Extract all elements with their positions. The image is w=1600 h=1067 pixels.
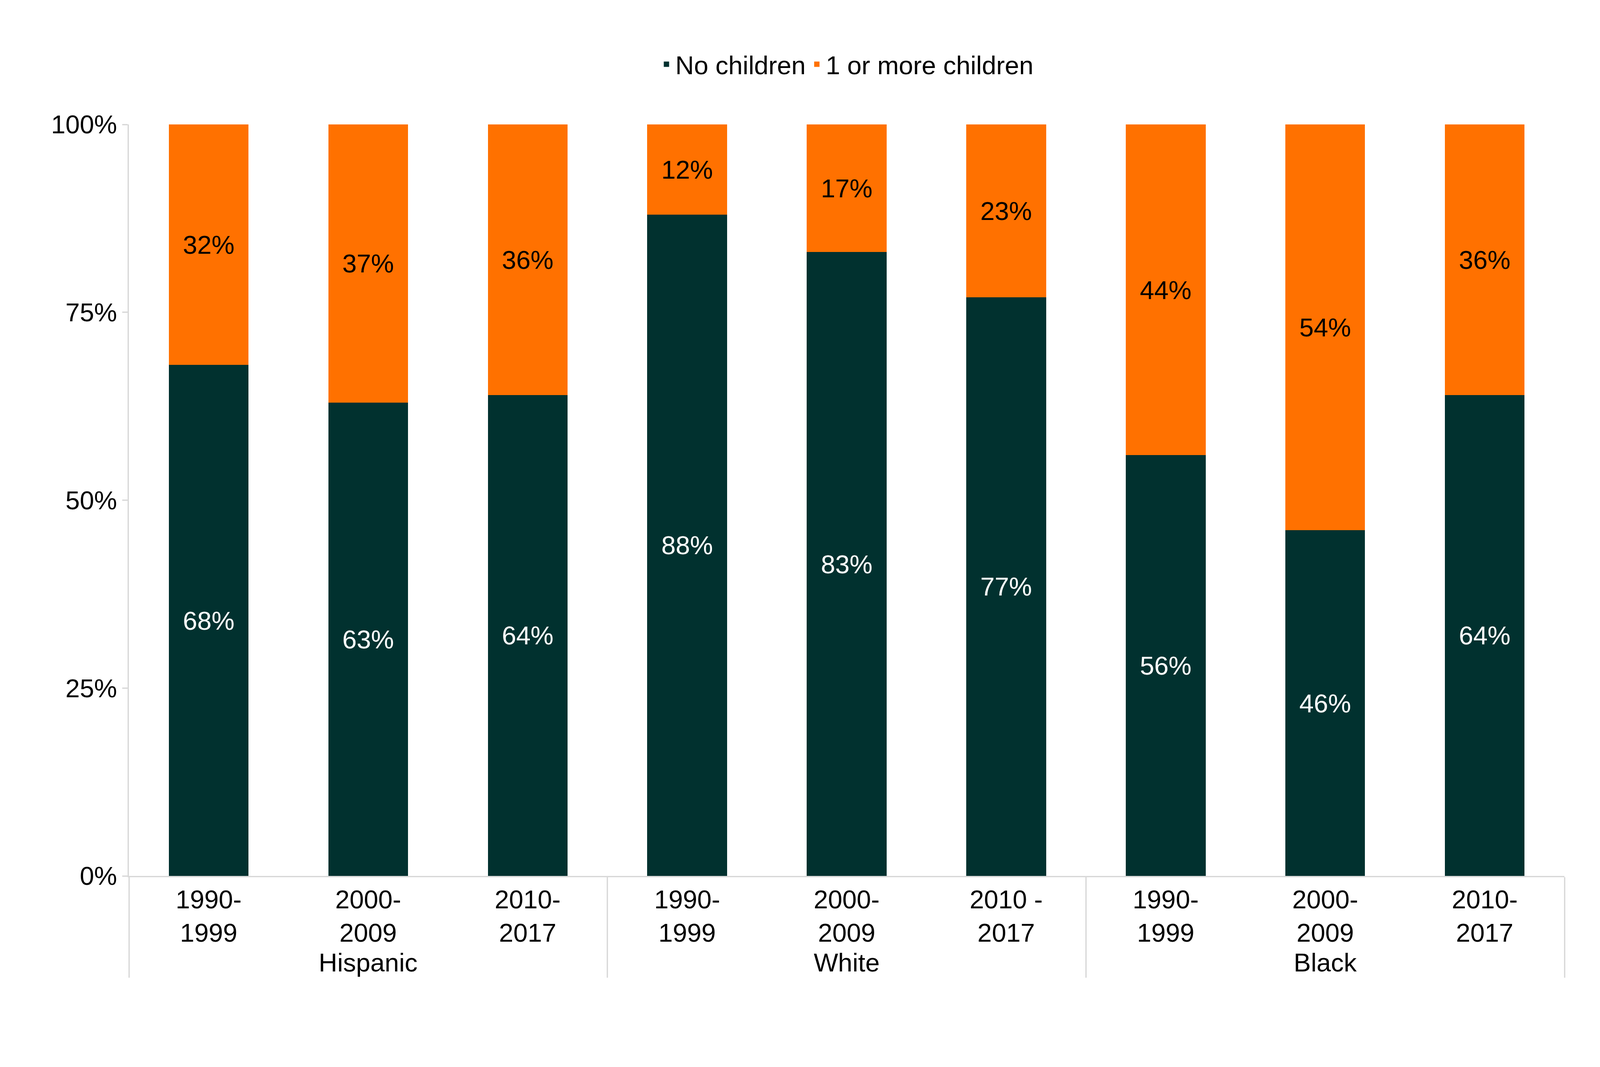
svg-text:63%: 63% [342,624,394,654]
svg-text:17%: 17% [820,173,873,203]
svg-text:1 or more children: 1 or more children [825,50,1034,80]
svg-text:2010 -2017: 2010 -2017 [969,884,1043,948]
svg-text:2000-2009: 2000-2009 [335,884,401,948]
svg-text:2000-2009: 2000-2009 [1292,884,1358,948]
svg-text:77%: 77% [980,572,1032,601]
svg-text:75%: 75% [65,297,117,327]
svg-text:2010-2017: 2010-2017 [494,884,561,948]
svg-text:56%: 56% [1140,651,1192,680]
svg-text:68%: 68% [182,606,235,636]
svg-text:32%: 32% [182,230,235,260]
svg-text:23%: 23% [980,196,1032,226]
svg-text:64%: 64% [501,620,554,650]
svg-text:No children: No children [675,50,806,80]
svg-text:1990-1999: 1990-1999 [175,884,242,948]
svg-text:Black: Black [1293,948,1358,977]
svg-text:12%: 12% [661,155,713,184]
svg-text:83%: 83% [820,549,873,579]
svg-text:44%: 44% [1140,275,1192,305]
svg-text:25%: 25% [65,673,117,703]
svg-text:White: White [813,948,880,977]
svg-text:36%: 36% [501,245,554,275]
svg-text:54%: 54% [1299,312,1352,342]
svg-text:1990-1999: 1990-1999 [654,884,720,948]
svg-text:37%: 37% [342,248,394,278]
svg-text:100%: 100% [51,109,117,139]
svg-text:0%: 0% [80,861,118,891]
svg-text:Hispanic: Hispanic [318,948,418,977]
svg-text:46%: 46% [1299,688,1352,718]
svg-text:2000-2009: 2000-2009 [813,884,880,948]
svg-text:88%: 88% [661,530,713,560]
svg-text:64%: 64% [1459,620,1511,650]
svg-text:36%: 36% [1459,245,1511,275]
svg-text:2010-2017: 2010-2017 [1451,884,1518,948]
svg-text:1990-1999: 1990-1999 [1132,884,1199,948]
svg-text:50%: 50% [65,485,117,515]
